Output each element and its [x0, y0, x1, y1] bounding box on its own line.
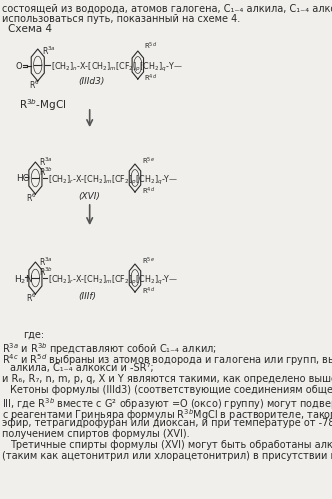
Text: R$^{4d}$: R$^{4d}$ [141, 186, 155, 197]
Text: R$^{4d}$: R$^{4d}$ [144, 73, 158, 84]
Text: (IIId3): (IIId3) [78, 77, 104, 86]
Text: III, где R$^{3b}$ вместе с G² образуют =O (оксо) группу) могут подвергаться реак: III, где R$^{3b}$ вместе с G² образуют =… [2, 396, 332, 412]
Text: R$^{3a}$: R$^{3a}$ [39, 156, 53, 168]
Text: R$^{5e}$: R$^{5e}$ [141, 156, 154, 167]
Text: O: O [16, 62, 22, 71]
Text: [CH$_2$]$_r$-X-[CH$_2$]$_m$[CF$_2$]$_p$[CH$_2$]$_q$-Y—: [CH$_2$]$_r$-X-[CH$_2$]$_m$[CF$_2$]$_p$[… [48, 274, 178, 287]
Text: R$^6$: R$^6$ [29, 79, 40, 91]
Text: [CH$_2$]$_r$-X-[CH$_2$]$_m$[CF$_2$]$_p$[CH$_2$]$_q$-Y—: [CH$_2$]$_r$-X-[CH$_2$]$_m$[CF$_2$]$_p$[… [48, 174, 178, 187]
Text: R$^{5d}$: R$^{5d}$ [144, 41, 158, 52]
Text: R$^{5e}$: R$^{5e}$ [141, 256, 154, 267]
Text: эфир, тетрагидрофуран или диоксан, и при температуре от -78°C до 50°C, с: эфир, тетрагидрофуран или диоксан, и при… [2, 418, 332, 428]
Text: Кетоны формулы (IIId3) (соответствующие соединениям общей формулы: Кетоны формулы (IIId3) (соответствующие … [10, 385, 332, 395]
Text: и R₆, R₇, n, m, p, q, X и Y являются такими, как определено выше.: и R₆, R₇, n, m, p, q, X и Y являются так… [2, 374, 332, 384]
Text: R$^{3a}$: R$^{3a}$ [42, 45, 55, 57]
Text: H$_2$N: H$_2$N [14, 274, 33, 286]
Text: Схема 4: Схема 4 [9, 24, 52, 34]
Text: использоваться путь, показанный на схеме 4.: использоваться путь, показанный на схеме… [2, 14, 240, 24]
Text: (IIIf): (IIIf) [78, 292, 96, 301]
Text: с реагентами Гриньяра формулы R$^{3b}$MgCl в растворителе, таком как диэтиловый: с реагентами Гриньяра формулы R$^{3b}$Mg… [2, 407, 332, 423]
Text: Третичные спирты формулы (XVI) могут быть обработаны алкилнитрилом: Третичные спирты формулы (XVI) могут быт… [10, 440, 332, 450]
Text: (таким как ацетонитрил или хлорацетонитрил) в присутствии кислоты (такой как: (таким как ацетонитрил или хлорацетонитр… [2, 451, 332, 461]
Text: состоящей из водорода, атомов галогена, C₁₋₄ алкила, C₁₋₄ алкокси, -SR⁷, может: состоящей из водорода, атомов галогена, … [2, 4, 332, 14]
Text: где:: где: [24, 330, 45, 340]
Text: R$^{4d}$: R$^{4d}$ [141, 286, 155, 297]
Text: R$^6$: R$^6$ [27, 292, 37, 304]
Text: HO: HO [17, 174, 30, 183]
Text: R$^{4c}$ и R$^{5d}$ выбраны из атомов водорода и галогена или групп, выбранных и: R$^{4c}$ и R$^{5d}$ выбраны из атомов во… [2, 352, 332, 368]
Text: алкила, C₁₋₄ алкокси и -SR⁷;: алкила, C₁₋₄ алкокси и -SR⁷; [10, 363, 154, 373]
Text: R$^{3b}$: R$^{3b}$ [39, 166, 53, 179]
Text: [CH$_2$]$_n$-X-[CH$_2$]$_m$[CF$_2$]$_p$[CH$_2$]$_q$-Y—: [CH$_2$]$_n$-X-[CH$_2$]$_m$[CF$_2$]$_p$[… [50, 61, 182, 74]
Text: R$^{3a}$: R$^{3a}$ [39, 256, 53, 268]
Text: получением спиртов формулы (XVI).: получением спиртов формулы (XVI). [2, 429, 190, 439]
Text: R$^{3b}$: R$^{3b}$ [39, 266, 53, 278]
Text: R$^6$: R$^6$ [27, 192, 37, 205]
Text: R$^{3a}$ и R$^{3b}$ представляют собой C₁₋₄ алкил;: R$^{3a}$ и R$^{3b}$ представляют собой C… [2, 341, 216, 357]
Text: (XVI): (XVI) [78, 192, 100, 201]
Text: R$^{3b}$-MgCl: R$^{3b}$-MgCl [19, 97, 66, 113]
